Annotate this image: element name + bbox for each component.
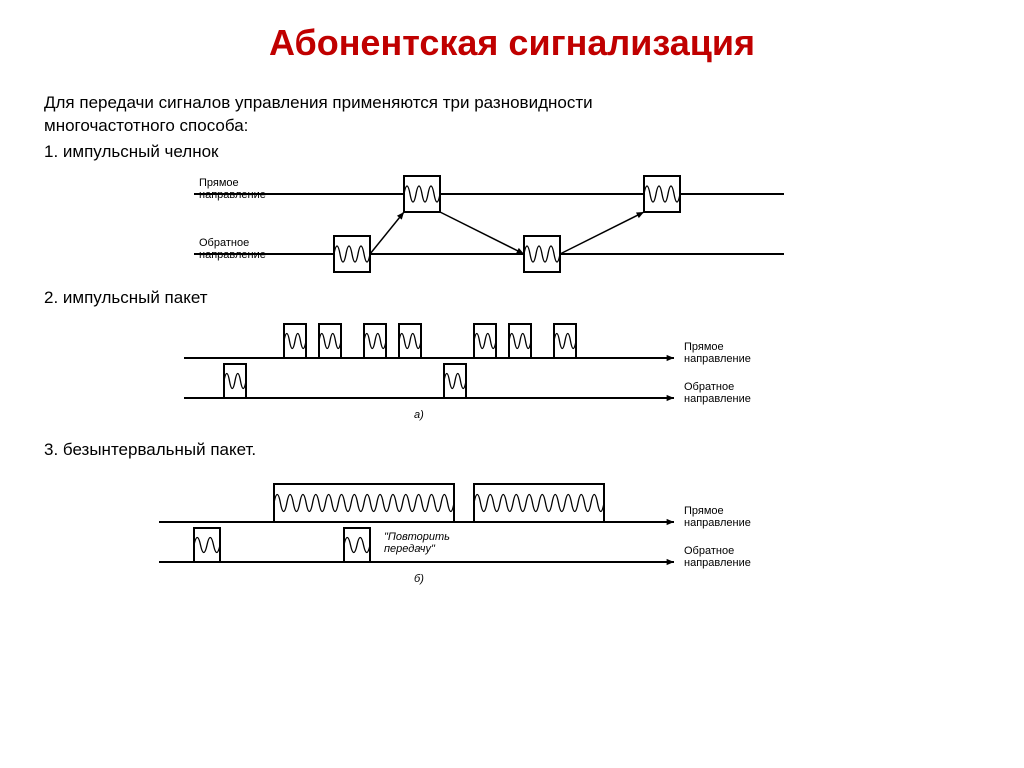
svg-text:а): а) — [414, 409, 424, 421]
svg-text:направление: направление — [684, 557, 751, 569]
diagram-1: ПрямоенаправлениеОбратноенаправление — [44, 164, 980, 284]
intro-line2: многочастотного способа: — [44, 116, 248, 135]
page-title: Абонентская сигнализация — [0, 0, 1024, 64]
svg-text:Прямое: Прямое — [684, 505, 724, 517]
svg-text:Обратное: Обратное — [684, 381, 734, 393]
svg-text:направление: направление — [199, 189, 266, 201]
item-3-label: 3. безынтервальный пакет. — [44, 440, 980, 460]
svg-text:направление: направление — [684, 517, 751, 529]
svg-text:направление: направление — [684, 393, 751, 405]
svg-text:Обратное: Обратное — [684, 545, 734, 557]
intro-text: Для передачи сигналов управления применя… — [44, 92, 980, 138]
svg-text:передачу": передачу" — [384, 543, 436, 555]
svg-text:направление: направление — [199, 249, 266, 261]
diagram-3: ПрямоенаправлениеОбратноенаправление"Пов… — [44, 474, 980, 594]
item-1-label: 1. импульсный челнок — [44, 142, 980, 162]
svg-text:Обратное: Обратное — [199, 237, 249, 249]
svg-text:Прямое: Прямое — [199, 177, 239, 189]
svg-text:направление: направление — [684, 353, 751, 365]
item-2-label: 2. импульсный пакет — [44, 288, 980, 308]
svg-text:"Повторить: "Повторить — [384, 531, 450, 543]
svg-text:Прямое: Прямое — [684, 341, 724, 353]
diagram-2: ПрямоенаправлениеОбратноенаправлениеа) — [44, 310, 980, 430]
svg-text:б): б) — [414, 573, 424, 585]
intro-line1: Для передачи сигналов управления применя… — [44, 93, 593, 112]
